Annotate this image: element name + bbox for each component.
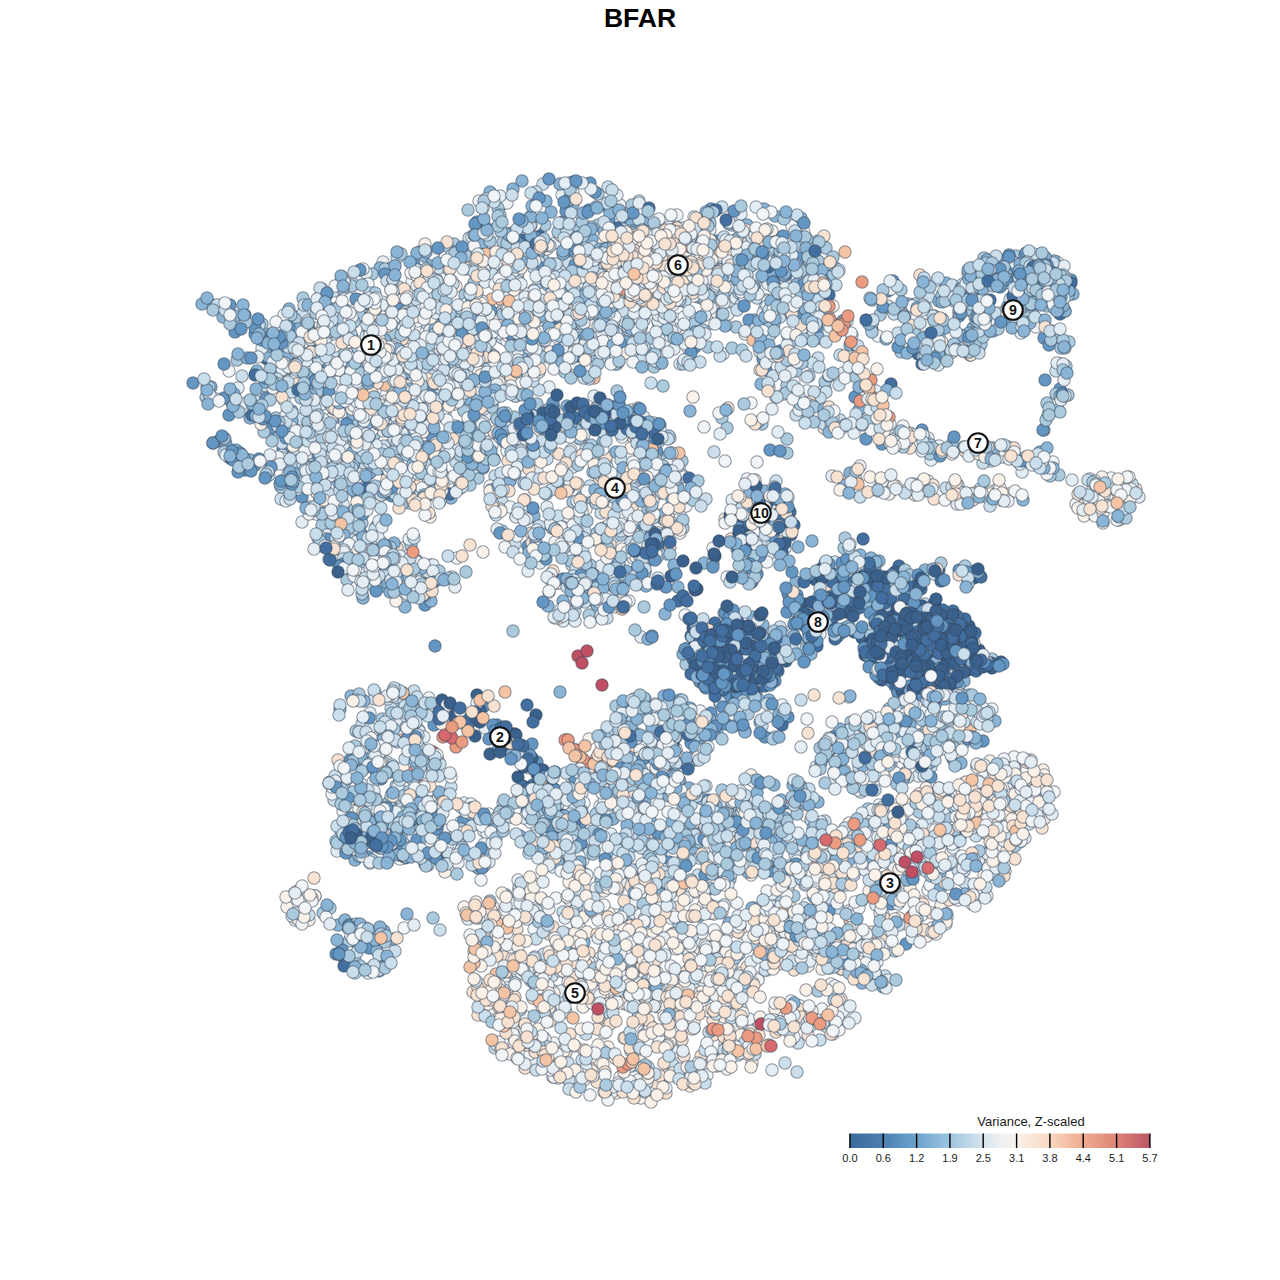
- svg-text:1.2: 1.2: [909, 1152, 924, 1164]
- svg-text:9: 9: [1009, 302, 1017, 318]
- svg-text:4.4: 4.4: [1076, 1152, 1091, 1164]
- svg-text:0.6: 0.6: [876, 1152, 891, 1164]
- svg-text:3.8: 3.8: [1042, 1152, 1057, 1164]
- svg-text:2: 2: [496, 729, 504, 745]
- svg-text:1.9: 1.9: [942, 1152, 957, 1164]
- svg-text:BFAR: BFAR: [604, 3, 676, 33]
- svg-text:Variance, Z-scaled: Variance, Z-scaled: [977, 1114, 1084, 1129]
- svg-text:4: 4: [611, 480, 619, 496]
- svg-text:10: 10: [753, 505, 769, 521]
- svg-text:5: 5: [571, 985, 579, 1001]
- svg-text:3: 3: [886, 875, 894, 891]
- svg-text:8: 8: [814, 614, 822, 630]
- svg-text:5.7: 5.7: [1142, 1152, 1157, 1164]
- svg-text:7: 7: [974, 435, 982, 451]
- svg-text:5.1: 5.1: [1109, 1152, 1124, 1164]
- svg-text:2.5: 2.5: [976, 1152, 991, 1164]
- svg-text:6: 6: [674, 257, 682, 273]
- svg-text:1: 1: [367, 337, 375, 353]
- svg-text:3.1: 3.1: [1009, 1152, 1024, 1164]
- svg-text:0.0: 0.0: [842, 1152, 857, 1164]
